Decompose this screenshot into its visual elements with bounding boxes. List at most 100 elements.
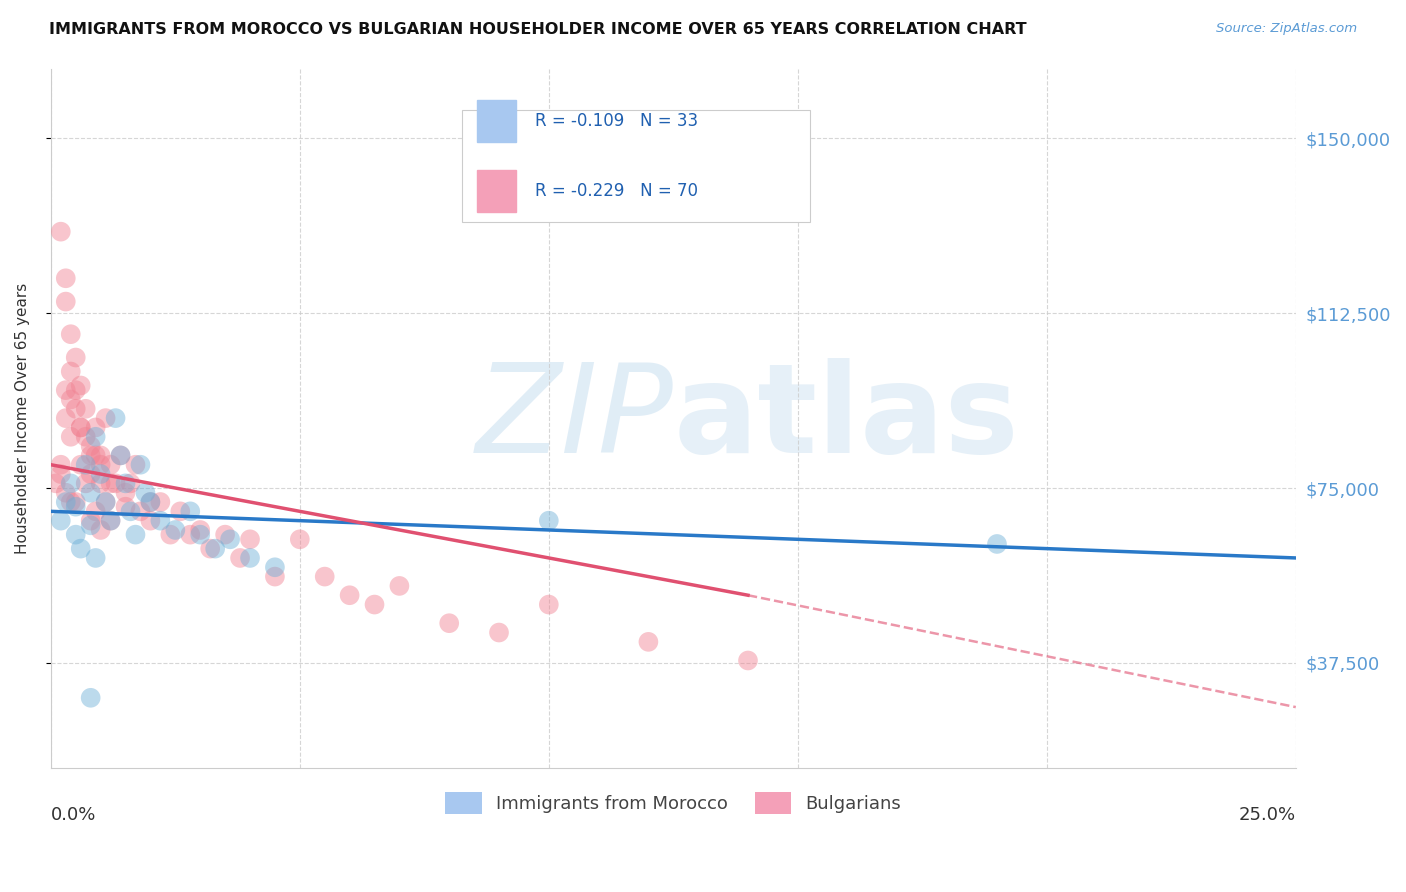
Point <box>90 476 112 491</box>
Point <box>179 527 201 541</box>
Point <box>288 533 311 547</box>
Point <box>165 523 187 537</box>
Point <box>59 495 82 509</box>
Bar <box>477 169 516 212</box>
Point <box>239 533 262 547</box>
Point <box>214 527 236 541</box>
Point <box>79 467 101 481</box>
Point <box>129 458 152 472</box>
Point <box>49 458 72 472</box>
Point <box>55 294 77 309</box>
Legend: Immigrants from Morocco, Bulgarians: Immigrants from Morocco, Bulgarians <box>439 785 908 822</box>
Point <box>79 485 101 500</box>
Point <box>188 527 211 541</box>
Point <box>110 449 132 463</box>
Point <box>110 449 132 463</box>
Point <box>198 541 221 556</box>
Point <box>149 495 172 509</box>
Point <box>65 500 87 514</box>
Point <box>737 653 759 667</box>
Point <box>65 351 87 365</box>
Point <box>139 514 162 528</box>
Point <box>55 411 77 425</box>
Point <box>69 378 91 392</box>
Point <box>75 430 97 444</box>
Text: Source: ZipAtlas.com: Source: ZipAtlas.com <box>1216 22 1357 36</box>
Point <box>100 476 122 491</box>
Point <box>84 449 107 463</box>
Point <box>94 495 117 509</box>
Text: 25.0%: 25.0% <box>1239 806 1296 824</box>
Point <box>84 551 107 566</box>
Point <box>120 504 142 518</box>
Point <box>637 635 659 649</box>
Y-axis label: Householder Income Over 65 years: Householder Income Over 65 years <box>15 283 30 554</box>
Text: atlas: atlas <box>673 358 1019 479</box>
Point <box>84 504 107 518</box>
Point <box>179 504 201 518</box>
Text: R = -0.109   N = 33: R = -0.109 N = 33 <box>536 112 699 130</box>
Point <box>69 541 91 556</box>
Point <box>75 476 97 491</box>
Text: 0.0%: 0.0% <box>51 806 96 824</box>
Point <box>149 514 172 528</box>
Point <box>94 411 117 425</box>
Point <box>363 598 385 612</box>
Point <box>55 495 77 509</box>
Point <box>79 690 101 705</box>
Point <box>65 383 87 397</box>
Point <box>59 327 82 342</box>
Point <box>84 420 107 434</box>
Point <box>139 495 162 509</box>
Point <box>79 449 101 463</box>
Text: R = -0.229   N = 70: R = -0.229 N = 70 <box>536 182 699 200</box>
Point <box>90 523 112 537</box>
Point <box>239 551 262 566</box>
Point <box>65 401 87 416</box>
Point <box>55 383 77 397</box>
Point <box>75 458 97 472</box>
Point <box>49 514 72 528</box>
Point <box>90 467 112 481</box>
Point <box>79 518 101 533</box>
Point <box>49 467 72 481</box>
Point <box>90 449 112 463</box>
FancyBboxPatch shape <box>461 111 810 222</box>
Point <box>129 504 152 518</box>
Point <box>124 527 146 541</box>
Point <box>55 271 77 285</box>
Text: IMMIGRANTS FROM MOROCCO VS BULGARIAN HOUSEHOLDER INCOME OVER 65 YEARS CORRELATIO: IMMIGRANTS FROM MOROCCO VS BULGARIAN HOU… <box>49 22 1026 37</box>
Point <box>49 225 72 239</box>
Point <box>114 500 136 514</box>
Point <box>120 476 142 491</box>
Point <box>59 364 82 378</box>
Point <box>69 420 91 434</box>
Point <box>90 458 112 472</box>
Point <box>45 476 67 491</box>
Point <box>314 569 336 583</box>
Text: ZIP: ZIP <box>475 358 673 479</box>
Point <box>219 533 242 547</box>
Point <box>65 527 87 541</box>
Point <box>79 514 101 528</box>
Point <box>100 514 122 528</box>
Point <box>94 495 117 509</box>
Point <box>59 392 82 407</box>
Point <box>537 598 560 612</box>
Point <box>114 476 136 491</box>
Point <box>229 551 252 566</box>
Point <box>124 458 146 472</box>
Point <box>188 523 211 537</box>
Point <box>169 504 191 518</box>
Point <box>59 476 82 491</box>
Point <box>69 458 91 472</box>
Point <box>84 430 107 444</box>
Point <box>79 439 101 453</box>
Point <box>104 411 127 425</box>
Point <box>204 541 226 556</box>
Point <box>986 537 1008 551</box>
Point <box>59 430 82 444</box>
Point <box>388 579 411 593</box>
Point <box>55 485 77 500</box>
Point <box>104 476 127 491</box>
